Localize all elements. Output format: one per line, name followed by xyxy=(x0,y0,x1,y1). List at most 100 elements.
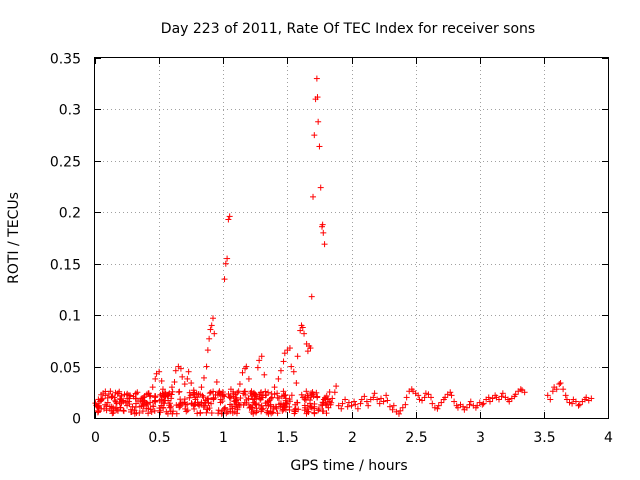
data-point xyxy=(463,404,470,411)
data-point xyxy=(363,398,370,405)
x-axis-label: GPS time / hours xyxy=(290,458,407,474)
data-point xyxy=(175,389,182,396)
data-point xyxy=(308,404,315,411)
data-point xyxy=(188,400,195,407)
data-point xyxy=(324,402,331,409)
data-point xyxy=(219,398,226,405)
data-point xyxy=(202,397,209,404)
data-point xyxy=(281,350,288,357)
grid-lines xyxy=(95,58,608,418)
data-point xyxy=(198,384,205,391)
data-point xyxy=(207,326,214,333)
data-point xyxy=(226,213,233,220)
data-point xyxy=(169,388,176,395)
data-point xyxy=(213,379,220,385)
data-point xyxy=(161,400,168,407)
data-point xyxy=(415,392,422,399)
data-point xyxy=(298,391,305,398)
x-tick-label: 2 xyxy=(348,430,357,446)
data-point xyxy=(227,401,234,408)
data-point xyxy=(98,397,105,404)
data-point xyxy=(191,405,198,412)
data-point xyxy=(168,395,175,402)
data-point xyxy=(234,389,241,396)
data-point xyxy=(208,400,215,407)
data-point xyxy=(480,400,487,407)
chart-title: Day 223 of 2011, Rate Of TEC Index for r… xyxy=(161,21,535,37)
data-point xyxy=(421,394,428,401)
data-point xyxy=(295,406,302,413)
data-point xyxy=(428,394,435,401)
data-point xyxy=(193,390,200,397)
data-point xyxy=(451,398,458,405)
data-point xyxy=(572,398,579,405)
data-point xyxy=(294,353,301,360)
data-point xyxy=(210,388,217,395)
data-point xyxy=(210,395,217,402)
data-point xyxy=(256,357,263,364)
data-point xyxy=(557,380,564,387)
data-point xyxy=(145,410,152,417)
data-point xyxy=(326,389,333,396)
data-point xyxy=(402,401,409,408)
data-point xyxy=(253,405,260,412)
data-point xyxy=(158,377,165,384)
data-point xyxy=(399,404,406,411)
data-point xyxy=(495,396,502,403)
data-point xyxy=(429,400,436,407)
data-point xyxy=(419,397,426,404)
data-point xyxy=(380,398,387,405)
data-point xyxy=(288,392,295,399)
data-point xyxy=(307,345,314,352)
data-point xyxy=(236,381,243,388)
data-point xyxy=(100,390,107,397)
data-point xyxy=(222,260,229,267)
data-point xyxy=(352,401,359,408)
data-point xyxy=(569,400,576,407)
data-point xyxy=(309,389,316,396)
data-point xyxy=(271,384,278,391)
data-point xyxy=(275,375,282,382)
data-point xyxy=(223,410,230,417)
data-point xyxy=(317,184,324,191)
data-point xyxy=(265,410,272,417)
data-point xyxy=(206,390,213,397)
data-point xyxy=(215,410,222,417)
data-point xyxy=(199,392,206,399)
data-point xyxy=(499,390,506,397)
data-point xyxy=(576,401,583,408)
data-point xyxy=(181,396,188,403)
data-point xyxy=(321,241,328,248)
y-tick-label: 0.15 xyxy=(50,258,81,274)
data-point xyxy=(384,397,391,404)
x-tick-label: 4 xyxy=(604,430,613,446)
data-point xyxy=(303,388,310,395)
data-point xyxy=(170,408,177,415)
data-point xyxy=(348,402,355,409)
data-point xyxy=(184,401,191,408)
data-point xyxy=(282,392,289,399)
data-point xyxy=(466,401,473,408)
data-point xyxy=(181,381,188,388)
data-point xyxy=(365,402,372,409)
data-point xyxy=(116,399,123,406)
data-point xyxy=(167,403,174,410)
data-point xyxy=(383,392,390,399)
data-point xyxy=(386,403,393,410)
data-point xyxy=(103,403,110,410)
data-point xyxy=(319,221,326,228)
data-point xyxy=(233,394,240,401)
data-point xyxy=(323,410,330,417)
data-point xyxy=(280,401,287,408)
data-point xyxy=(258,353,265,360)
data-point xyxy=(218,408,225,415)
data-point xyxy=(371,390,378,397)
data-point xyxy=(226,394,233,401)
data-point xyxy=(390,402,397,409)
data-point xyxy=(166,404,173,411)
data-point xyxy=(389,406,396,413)
data-point xyxy=(282,406,289,413)
data-point xyxy=(92,400,99,407)
data-point xyxy=(448,392,455,399)
data-point xyxy=(208,322,215,329)
